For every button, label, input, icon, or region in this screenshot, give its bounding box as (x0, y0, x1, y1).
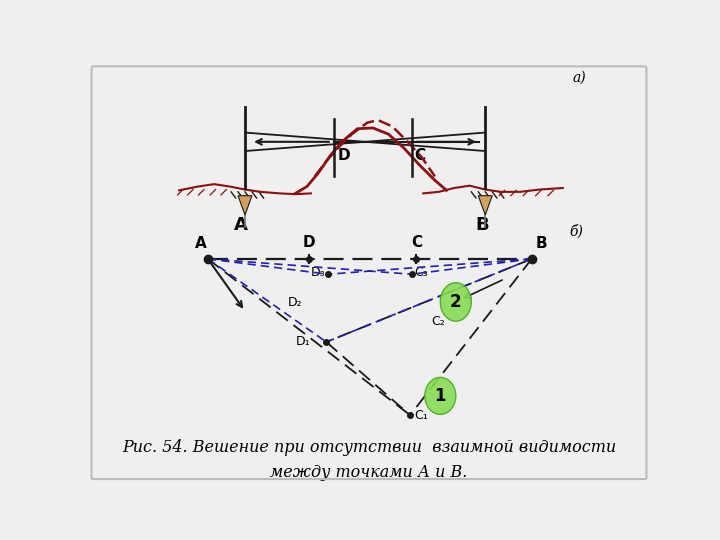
Text: 1: 1 (435, 387, 446, 405)
Text: B: B (536, 236, 547, 251)
Text: б): б) (569, 225, 582, 239)
Polygon shape (478, 195, 492, 215)
Text: 2: 2 (450, 293, 462, 311)
Text: C: C (412, 235, 423, 251)
Text: C: C (415, 148, 426, 163)
Text: A: A (233, 217, 247, 234)
Text: C₁: C₁ (414, 409, 428, 422)
Text: C₂: C₂ (431, 315, 445, 328)
Text: D₃: D₃ (311, 266, 325, 279)
Text: а): а) (572, 71, 585, 85)
Text: Рис. 54. Вешение при отсутствии  взаимной видимости
между точками А и В.: Рис. 54. Вешение при отсутствии взаимной… (122, 439, 616, 481)
Ellipse shape (425, 377, 456, 414)
Text: A: A (195, 236, 207, 251)
Text: D₁: D₁ (295, 335, 310, 348)
Text: B: B (475, 217, 489, 234)
Polygon shape (238, 195, 252, 215)
Text: D: D (303, 235, 316, 251)
Ellipse shape (441, 283, 472, 321)
Text: D₂: D₂ (287, 296, 302, 309)
Text: C₃: C₃ (415, 266, 428, 279)
Text: D: D (337, 148, 350, 163)
